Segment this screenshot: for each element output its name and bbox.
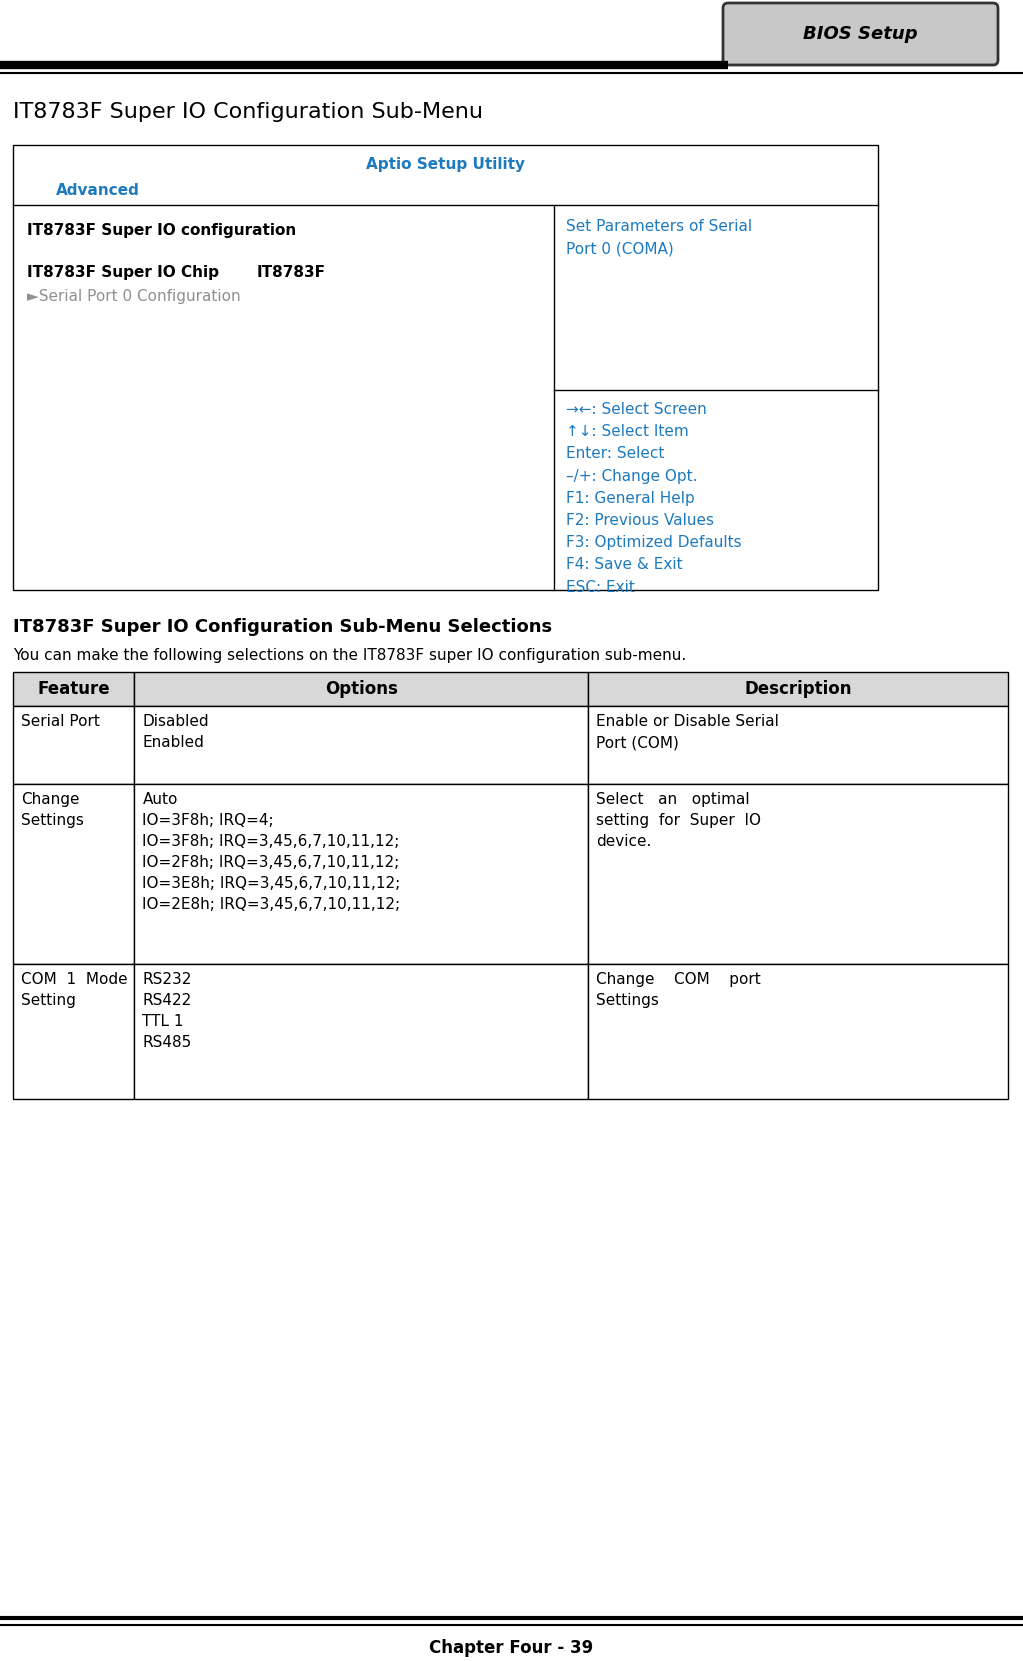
Text: IT8783F Super IO configuration: IT8783F Super IO configuration: [27, 223, 297, 238]
Bar: [588, 784, 1008, 963]
Text: ►Serial Port 0 Configuration: ►Serial Port 0 Configuration: [27, 289, 240, 304]
Text: IT8783F Super IO Configuration Sub-Menu: IT8783F Super IO Configuration Sub-Menu: [13, 101, 483, 121]
Text: Auto
IO=3F8h; IRQ=4;
IO=3F8h; IRQ=3,45,6,7,10,11,12;
IO=2F8h; IRQ=3,45,6,7,10,11: Auto IO=3F8h; IRQ=4; IO=3F8h; IRQ=3,45,6…: [142, 792, 401, 912]
Bar: [588, 706, 1008, 784]
Bar: [134, 784, 588, 963]
Text: Change    COM    port
Settings: Change COM port Settings: [596, 972, 761, 1008]
Text: Description: Description: [745, 679, 852, 698]
Bar: [134, 673, 588, 706]
Bar: [13, 784, 134, 963]
Text: You can make the following selections on the IT8783F super IO configuration sub-: You can make the following selections on…: [13, 648, 686, 663]
Text: IT8783F: IT8783F: [257, 266, 326, 281]
Text: Serial Port: Serial Port: [21, 714, 100, 729]
Text: Chapter Four - 39: Chapter Four - 39: [429, 1639, 593, 1658]
Text: →←: Select Screen
↑↓: Select Item
Enter: Select
–/+: Change Opt.
F1: General Hel: →←: Select Screen ↑↓: Select Item Enter:…: [566, 402, 742, 595]
Text: Aptio Setup Utility: Aptio Setup Utility: [366, 158, 525, 173]
Bar: [13, 673, 134, 706]
Bar: [588, 963, 1008, 1100]
Text: Advanced: Advanced: [56, 183, 140, 198]
Text: COM  1  Mode
Setting: COM 1 Mode Setting: [21, 972, 128, 1008]
Text: Disabled
Enabled: Disabled Enabled: [142, 714, 209, 751]
Text: Select   an   optimal
setting  for  Super  IO
device.: Select an optimal setting for Super IO d…: [596, 792, 761, 849]
Bar: [13, 706, 134, 784]
Bar: [588, 673, 1008, 706]
Text: Enable or Disable Serial
Port (COM): Enable or Disable Serial Port (COM): [596, 714, 779, 751]
Bar: [134, 963, 588, 1100]
Text: BIOS Setup: BIOS Setup: [803, 25, 918, 43]
Bar: [13, 145, 878, 590]
Bar: [134, 706, 588, 784]
Text: IT8783F Super IO Chip: IT8783F Super IO Chip: [27, 266, 219, 281]
FancyBboxPatch shape: [723, 3, 998, 65]
Text: RS232
RS422
TTL 1
RS485: RS232 RS422 TTL 1 RS485: [142, 972, 191, 1050]
Text: IT8783F Super IO Configuration Sub-Menu Selections: IT8783F Super IO Configuration Sub-Menu …: [13, 618, 552, 636]
Text: Options: Options: [325, 679, 398, 698]
Text: Set Parameters of Serial
Port 0 (COMA): Set Parameters of Serial Port 0 (COMA): [566, 219, 752, 256]
Bar: [13, 963, 134, 1100]
Text: Feature: Feature: [38, 679, 110, 698]
Text: Change
Settings: Change Settings: [21, 792, 84, 827]
